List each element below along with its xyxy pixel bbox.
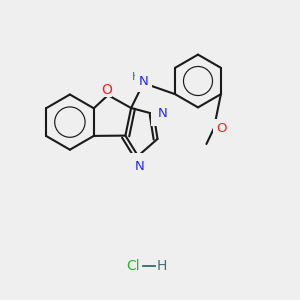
Text: N: N	[135, 160, 144, 173]
Text: H: H	[132, 71, 140, 82]
Text: N: N	[158, 106, 167, 120]
Text: N: N	[139, 75, 148, 88]
Text: O: O	[216, 122, 226, 135]
Text: Cl: Cl	[127, 259, 140, 272]
Text: O: O	[101, 83, 112, 97]
Text: H: H	[157, 259, 167, 272]
